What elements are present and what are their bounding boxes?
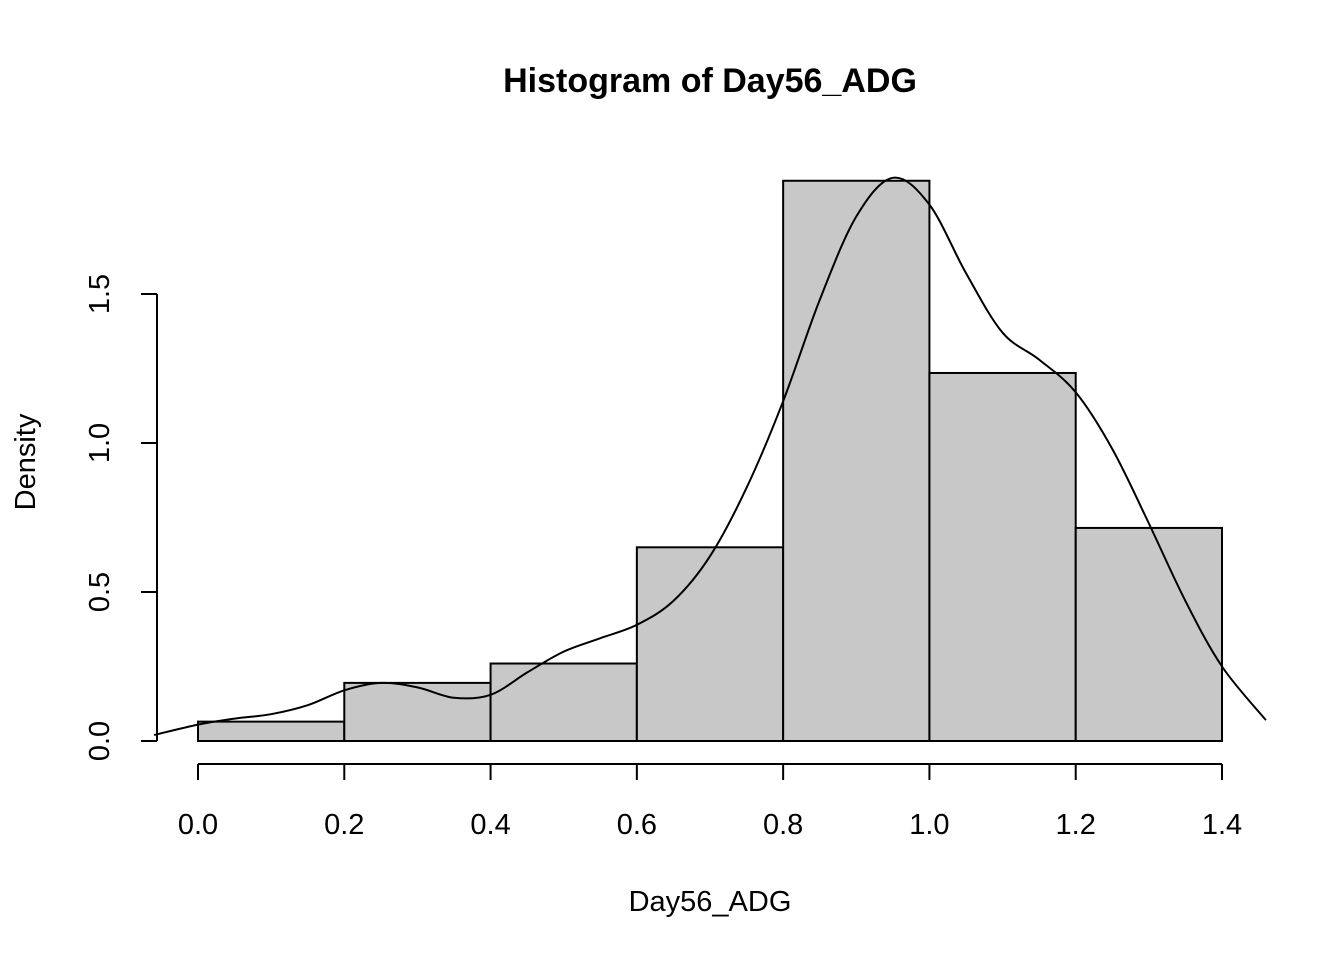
- histogram-bar-3: [489, 662, 638, 743]
- y-tick-label-0.0: 0.0: [84, 721, 116, 761]
- x-tick-label-0.8: 0.8: [763, 809, 803, 841]
- x-tick-label-0.4: 0.4: [470, 809, 510, 841]
- x-tick-label-0.2: 0.2: [324, 809, 364, 841]
- x-tick-label-1.4: 1.4: [1202, 809, 1242, 841]
- y-axis-label: Density: [10, 413, 42, 510]
- histogram-bar-1: [197, 720, 346, 743]
- histogram-bar-7: [1074, 526, 1223, 742]
- histogram-bars: [197, 179, 1223, 743]
- x-tick-label-1.0: 1.0: [909, 809, 949, 841]
- chart-title: Histogram of Day56_ADG: [503, 62, 917, 100]
- histogram-bar-4: [635, 546, 785, 742]
- x-axis: 0.0 0.2 0.4 0.6 0.8 1.0 1.2 1.4: [178, 763, 1242, 841]
- x-tick-label-0.0: 0.0: [178, 809, 218, 841]
- histogram-bar-6: [928, 371, 1077, 742]
- histogram-bar-2: [343, 681, 492, 743]
- histogram-bar-5: [782, 179, 931, 742]
- y-tick-label-0.5: 0.5: [84, 572, 116, 612]
- x-axis-label: Day56_ADG: [629, 886, 792, 918]
- y-axis: 0.0 0.5 1.0 1.5: [84, 274, 158, 761]
- x-tick-label-0.6: 0.6: [617, 809, 657, 841]
- density-curve: [153, 176, 1267, 736]
- y-tick-label-1.5: 1.5: [84, 274, 116, 314]
- x-tick-label-1.2: 1.2: [1056, 809, 1096, 841]
- y-tick-label-1.0: 1.0: [84, 423, 116, 463]
